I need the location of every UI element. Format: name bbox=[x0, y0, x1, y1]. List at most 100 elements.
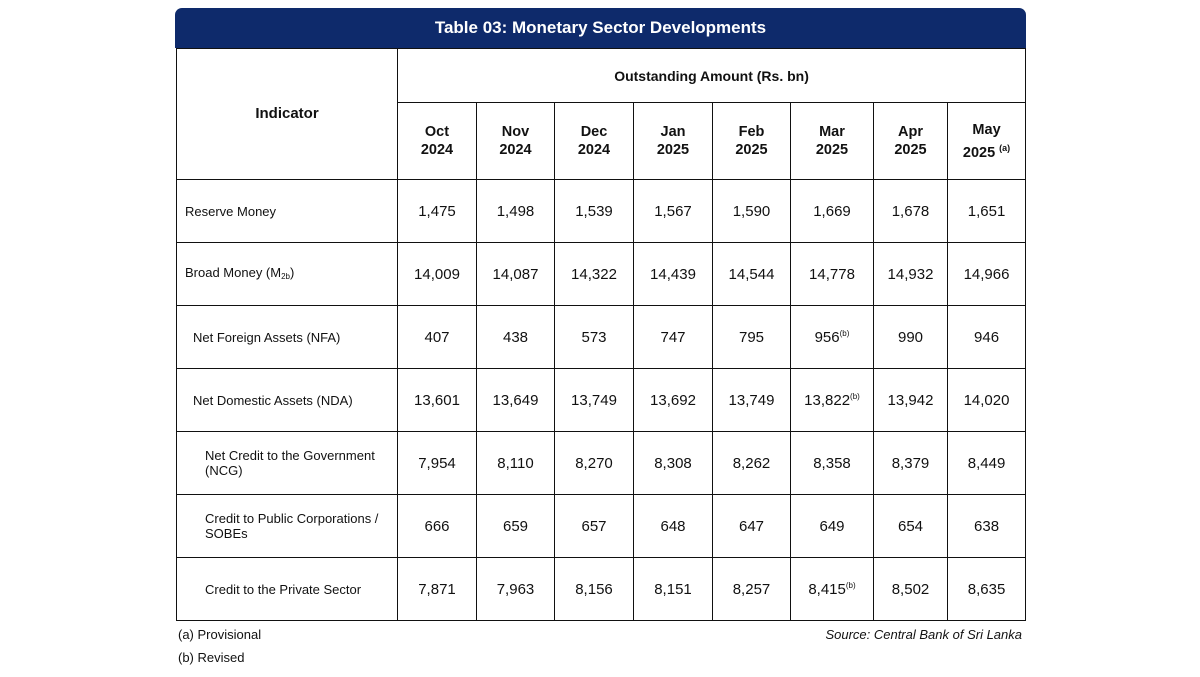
value-cell: 1,567 bbox=[633, 179, 713, 243]
value-cell: 13,749 bbox=[712, 368, 791, 432]
value-cell: 956(b) bbox=[790, 305, 874, 369]
value-cell: 13,692 bbox=[633, 368, 713, 432]
value-text: 8,635 bbox=[967, 580, 1006, 598]
value-text: 13,942 bbox=[887, 391, 934, 409]
value-cell: 8,257 bbox=[712, 557, 791, 621]
month-year: 2024 bbox=[499, 142, 532, 158]
value-cell: 573 bbox=[554, 305, 634, 369]
monetary-table: Indicator Outstanding Amount (Rs. bn) Oc… bbox=[176, 48, 1027, 621]
value-text: 13,749 bbox=[728, 391, 775, 409]
value-text: 666 bbox=[424, 517, 450, 535]
row-label-text: Credit to the Private Sector bbox=[205, 581, 362, 597]
value-text: 7,963 bbox=[496, 580, 535, 598]
value-text: 573 bbox=[581, 328, 607, 346]
value-cell: 14,778 bbox=[790, 242, 874, 306]
value-text: 14,932 bbox=[887, 265, 934, 283]
value-text: 8,156 bbox=[575, 580, 613, 598]
value-text: 14,439 bbox=[650, 265, 696, 283]
table-row: Broad Money (M2b) 14,009 14,087 14,322 14,43… bbox=[176, 242, 1027, 306]
value-cell: 8,502 bbox=[873, 557, 948, 621]
value-text: 438 bbox=[502, 328, 529, 346]
value-note: (b) bbox=[839, 328, 850, 338]
row-label-text: Net Foreign Assets (NFA) bbox=[193, 329, 341, 345]
row-label: Credit to Public Corporations / SOBEs bbox=[176, 494, 398, 558]
table-footer: (a) Provisional (b) Revised Source: Cent… bbox=[175, 627, 1026, 677]
value-note: (b) bbox=[850, 391, 860, 401]
value-cell: 7,954 bbox=[397, 431, 477, 495]
value-text: 1,669 bbox=[813, 202, 851, 220]
value-cell: 14,932 bbox=[873, 242, 948, 306]
value-cell: 8,270 bbox=[554, 431, 634, 495]
month-header: Nov 2024 bbox=[476, 102, 555, 180]
value-text: 13,822 bbox=[804, 391, 851, 409]
value-cell: 14,322 bbox=[554, 242, 634, 306]
month-header: Feb 2025 bbox=[712, 102, 791, 180]
row-label-text: Broad Money (M bbox=[185, 264, 282, 280]
value-cell: 1,590 bbox=[712, 179, 791, 243]
value-text: 14,778 bbox=[809, 265, 855, 283]
value-text: 647 bbox=[738, 517, 765, 535]
value-cell: 13,942 bbox=[873, 368, 948, 432]
table-row: Reserve Money 1,475 1,498 1,539 1,567 1,590 1,… bbox=[176, 179, 1027, 243]
month-name: May bbox=[972, 121, 1001, 138]
value-cell: 1,678 bbox=[873, 179, 948, 243]
footnote-provisional: (a) Provisional bbox=[178, 627, 262, 642]
value-cell: 8,308 bbox=[633, 431, 713, 495]
month-year: 2025 bbox=[894, 142, 927, 158]
value-text: 657 bbox=[581, 517, 607, 535]
value-cell: 647 bbox=[712, 494, 791, 558]
value-cell: 1,669 bbox=[790, 179, 874, 243]
month-year: 2024 bbox=[420, 142, 454, 158]
value-cell: 8,110 bbox=[476, 431, 555, 495]
value-cell: 14,087 bbox=[476, 242, 555, 306]
value-text: 14,544 bbox=[728, 265, 775, 283]
table-row: Net Foreign Assets (NFA) 407 438 573 747 795 9… bbox=[176, 305, 1027, 369]
month-name: Jan bbox=[660, 124, 686, 140]
value-text: 1,651 bbox=[967, 202, 1006, 220]
value-cell: 8,379 bbox=[873, 431, 948, 495]
month-header: Jan 2025 bbox=[633, 102, 713, 180]
value-text: 654 bbox=[897, 517, 924, 535]
value-text: 8,502 bbox=[891, 580, 930, 598]
value-cell: 946 bbox=[946, 305, 1027, 369]
month-header: Apr 2025 bbox=[873, 102, 948, 180]
table-row: Net Domestic Assets (NDA) 13,601 13,649 13,… bbox=[176, 368, 1027, 432]
value-cell: 654 bbox=[873, 494, 948, 558]
value-text: 13,749 bbox=[571, 391, 617, 409]
indicator-header: Indicator bbox=[176, 48, 398, 180]
value-text: 8,449 bbox=[967, 454, 1006, 472]
value-cell: 1,498 bbox=[476, 179, 555, 243]
value-text: 8,379 bbox=[891, 454, 930, 472]
value-cell: 638 bbox=[946, 494, 1027, 558]
row-label-text: Credit to Public Corporations / SOBEs bbox=[205, 511, 379, 541]
row-label-text: Net Credit to the Government (NCG) bbox=[205, 448, 375, 478]
value-text: 407 bbox=[424, 328, 450, 346]
value-cell: 8,635 bbox=[946, 557, 1027, 621]
month-header: May 2025 (a) bbox=[946, 102, 1027, 180]
value-cell: 8,262 bbox=[712, 431, 791, 495]
row-label-text: Reserve Money bbox=[185, 203, 277, 219]
table-row: Credit to the Private Sector 7,871 7,963 8,… bbox=[176, 557, 1027, 621]
value-cell: 795 bbox=[712, 305, 791, 369]
month-name: Feb bbox=[738, 124, 765, 140]
value-cell: 8,151 bbox=[633, 557, 713, 621]
row-label-subscript: 2b bbox=[281, 271, 290, 281]
month-name: Dec bbox=[580, 124, 608, 140]
value-text: 14,322 bbox=[571, 265, 617, 283]
row-label-text: Net Domestic Assets (NDA) bbox=[193, 392, 353, 408]
month-name: Oct bbox=[424, 124, 450, 140]
row-label: Reserve Money bbox=[176, 179, 398, 243]
value-text: 747 bbox=[660, 328, 686, 346]
row-label: Net Credit to the Government (NCG) bbox=[176, 431, 398, 495]
value-cell: 666 bbox=[397, 494, 477, 558]
value-text: 14,966 bbox=[963, 265, 1010, 283]
month-header: Oct 2024 bbox=[397, 102, 477, 180]
value-cell: 13,749 bbox=[554, 368, 634, 432]
row-label: Broad Money (M2b) bbox=[176, 242, 398, 306]
value-text: 14,020 bbox=[963, 391, 1010, 409]
row-label: Net Foreign Assets (NFA) bbox=[176, 305, 398, 369]
value-cell: 1,651 bbox=[946, 179, 1027, 243]
value-cell: 8,449 bbox=[946, 431, 1027, 495]
value-cell: 13,649 bbox=[476, 368, 555, 432]
footnote-revised: (b) Revised bbox=[178, 650, 245, 665]
